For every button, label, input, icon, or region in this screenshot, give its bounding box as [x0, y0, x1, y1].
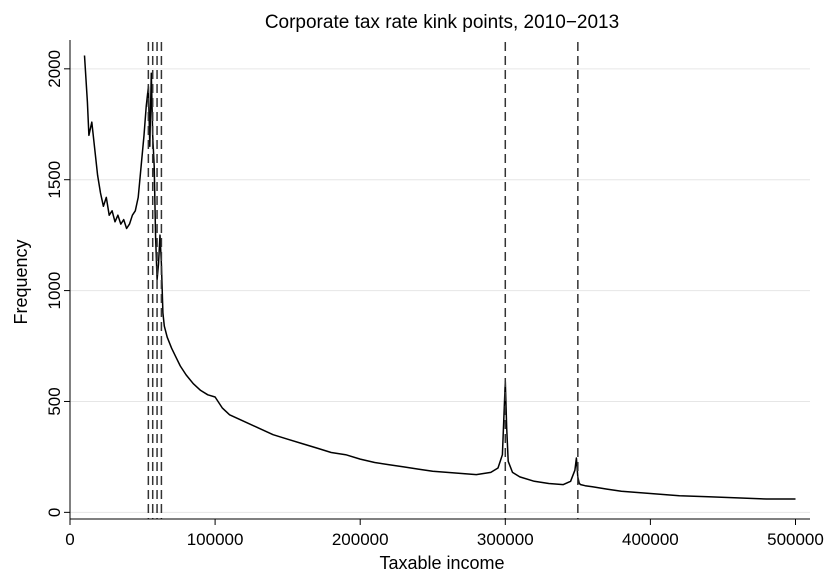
y-tick-label: 1000: [45, 272, 64, 310]
x-tick-label: 0: [65, 530, 74, 549]
x-tick-label: 100000: [187, 530, 244, 549]
x-axis-label: Taxable income: [379, 553, 504, 573]
y-axis-ticks: 0 500 1000 1500 2000: [45, 50, 70, 517]
y-tick-label: 500: [45, 387, 64, 415]
y-tick-label: 1500: [45, 161, 64, 199]
chart-title: Corporate tax rate kink points, 2010−201…: [265, 12, 619, 33]
y-axis-label: Frequency: [11, 239, 31, 324]
x-tick-label: 400000: [622, 530, 679, 549]
y-tick-label: 2000: [45, 50, 64, 88]
x-axis-ticks: 0 100000 200000 300000 400000 500000: [65, 519, 824, 549]
x-tick-label: 200000: [332, 530, 389, 549]
kink-lines: [147, 42, 579, 519]
axes: [69, 40, 810, 520]
x-tick-label: 500000: [767, 530, 824, 549]
gridlines: [70, 68, 810, 513]
series-line: [83, 55, 796, 500]
y-tick-label: 0: [45, 508, 64, 517]
x-tick-label: 300000: [477, 530, 534, 549]
series-layer: [83, 55, 796, 500]
